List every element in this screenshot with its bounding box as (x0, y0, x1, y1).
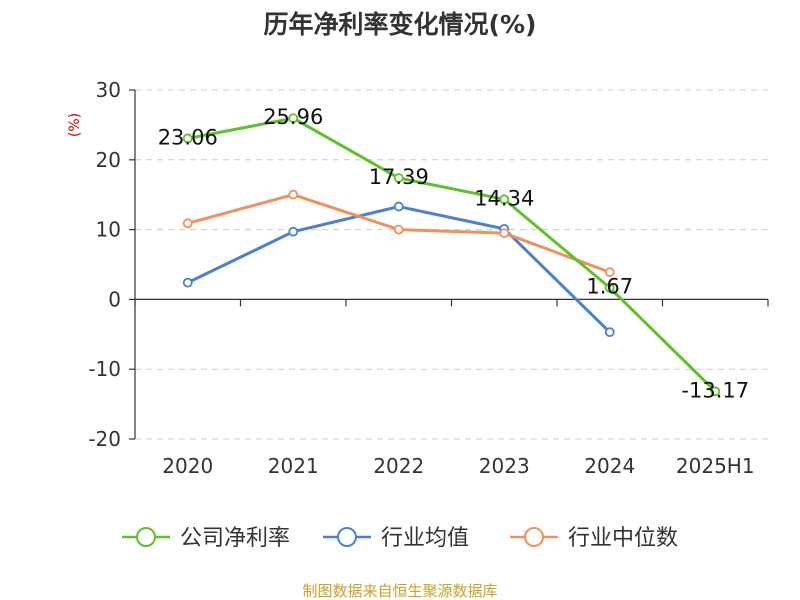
data-point (393, 173, 404, 183)
legend-item[interactable]: 行业均值 (323, 526, 469, 551)
data-point (393, 201, 404, 212)
data-label: -13.17 (681, 378, 749, 402)
y-tick-label: 20 (96, 148, 121, 172)
data-label: 25.96 (263, 105, 323, 129)
data-label: 1.67 (586, 275, 633, 299)
legend-label: 行业均值 (381, 526, 469, 551)
data-label: 14.34 (474, 186, 534, 210)
data-point (499, 194, 510, 205)
x-tick-label: 2024 (584, 454, 635, 478)
gridlines (135, 89, 768, 440)
chart-title: 历年净利率变化情况(%) (264, 10, 537, 39)
x-tick-label: 2025H1 (676, 454, 755, 478)
data-point (393, 224, 404, 235)
y-tick-label: 0 (108, 287, 121, 311)
data-labels: 23.06 25.96 17.39 14.34 1.67 -13.17 (158, 105, 749, 402)
legend-item[interactable]: 公司净利率 (122, 526, 290, 551)
data-point (604, 267, 615, 278)
series-line (187, 116, 717, 393)
legend-item[interactable]: 行业中位数 (510, 526, 678, 551)
data-point (604, 282, 615, 293)
source-note: 制图数据来自恒生聚源数据库 (302, 582, 497, 600)
x-tick-label: 2020 (162, 454, 213, 478)
y-tick-label: -10 (88, 357, 121, 381)
data-point (288, 113, 299, 124)
data-point (710, 386, 721, 397)
data-point (604, 327, 615, 338)
legend-label: 行业中位数 (568, 526, 678, 551)
y-tick-label: -20 (88, 427, 121, 451)
y-tick-label: 10 (96, 218, 121, 242)
series-lines (182, 113, 721, 397)
data-point (182, 133, 193, 144)
legend: 公司净利率 行业均值 行业中位数 (122, 526, 678, 551)
x-tick-label: 2023 (479, 454, 530, 478)
data-point (499, 228, 510, 238)
data-label: 17.39 (369, 165, 429, 189)
y-tick-label: 30 (96, 78, 121, 102)
data-point (288, 226, 299, 237)
legend-marker-icon (524, 527, 544, 547)
legend-marker-icon (337, 527, 357, 547)
x-tick-label: 2021 (268, 454, 319, 478)
x-tick-label: 2022 (373, 454, 424, 478)
data-point (182, 277, 193, 288)
data-point (288, 189, 299, 200)
legend-label: 公司净利率 (180, 526, 290, 551)
axes: 30 20 10 0 -10 -20 2020 2021 2022 2023 2024 2025H1 (88, 78, 769, 478)
legend-marker-icon (136, 527, 156, 547)
data-point (182, 218, 193, 229)
data-label: 23.06 (158, 125, 218, 149)
y-axis-label: (%) (67, 113, 83, 137)
